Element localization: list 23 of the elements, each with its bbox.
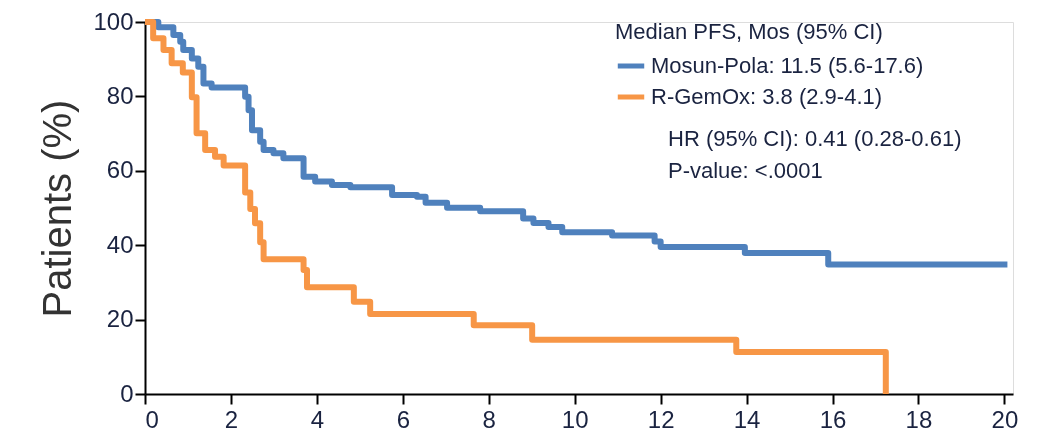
x-tick-label: 4: [310, 405, 325, 433]
y-tick-label: 0: [120, 379, 134, 407]
x-tick-label: 12: [647, 405, 675, 433]
y-tick-label: 80: [106, 81, 134, 109]
annotation: HR (95% CI): 0.41 (0.28-0.61): [668, 126, 962, 151]
x-tick-label: 16: [819, 405, 847, 433]
legend-label: Mosun-Pola: 11.5 (5.6-17.6): [651, 53, 924, 78]
x-tick-label: 10: [561, 405, 589, 433]
y-tick-label: 100: [93, 7, 134, 35]
x-tick-label: 6: [396, 405, 410, 433]
legend-title: Median PFS, Mos (95% CI): [615, 19, 883, 44]
legend-label: R-GemOx: 3.8 (2.9-4.1): [651, 84, 883, 109]
y-tick-label: 60: [106, 156, 134, 184]
x-tick-label: 2: [224, 405, 239, 433]
x-tick-label: 8: [482, 405, 496, 433]
x-tick-label: 20: [991, 405, 1019, 433]
y-tick-label: 20: [106, 305, 134, 333]
annotation: P-value: <.0001: [668, 158, 823, 183]
y-axis-title: Patients (%): [35, 99, 80, 318]
x-tick-label: 18: [905, 405, 933, 433]
x-tick-label: 0: [145, 405, 159, 433]
x-tick-label: 14: [733, 405, 761, 433]
y-tick-label: 40: [106, 230, 134, 258]
